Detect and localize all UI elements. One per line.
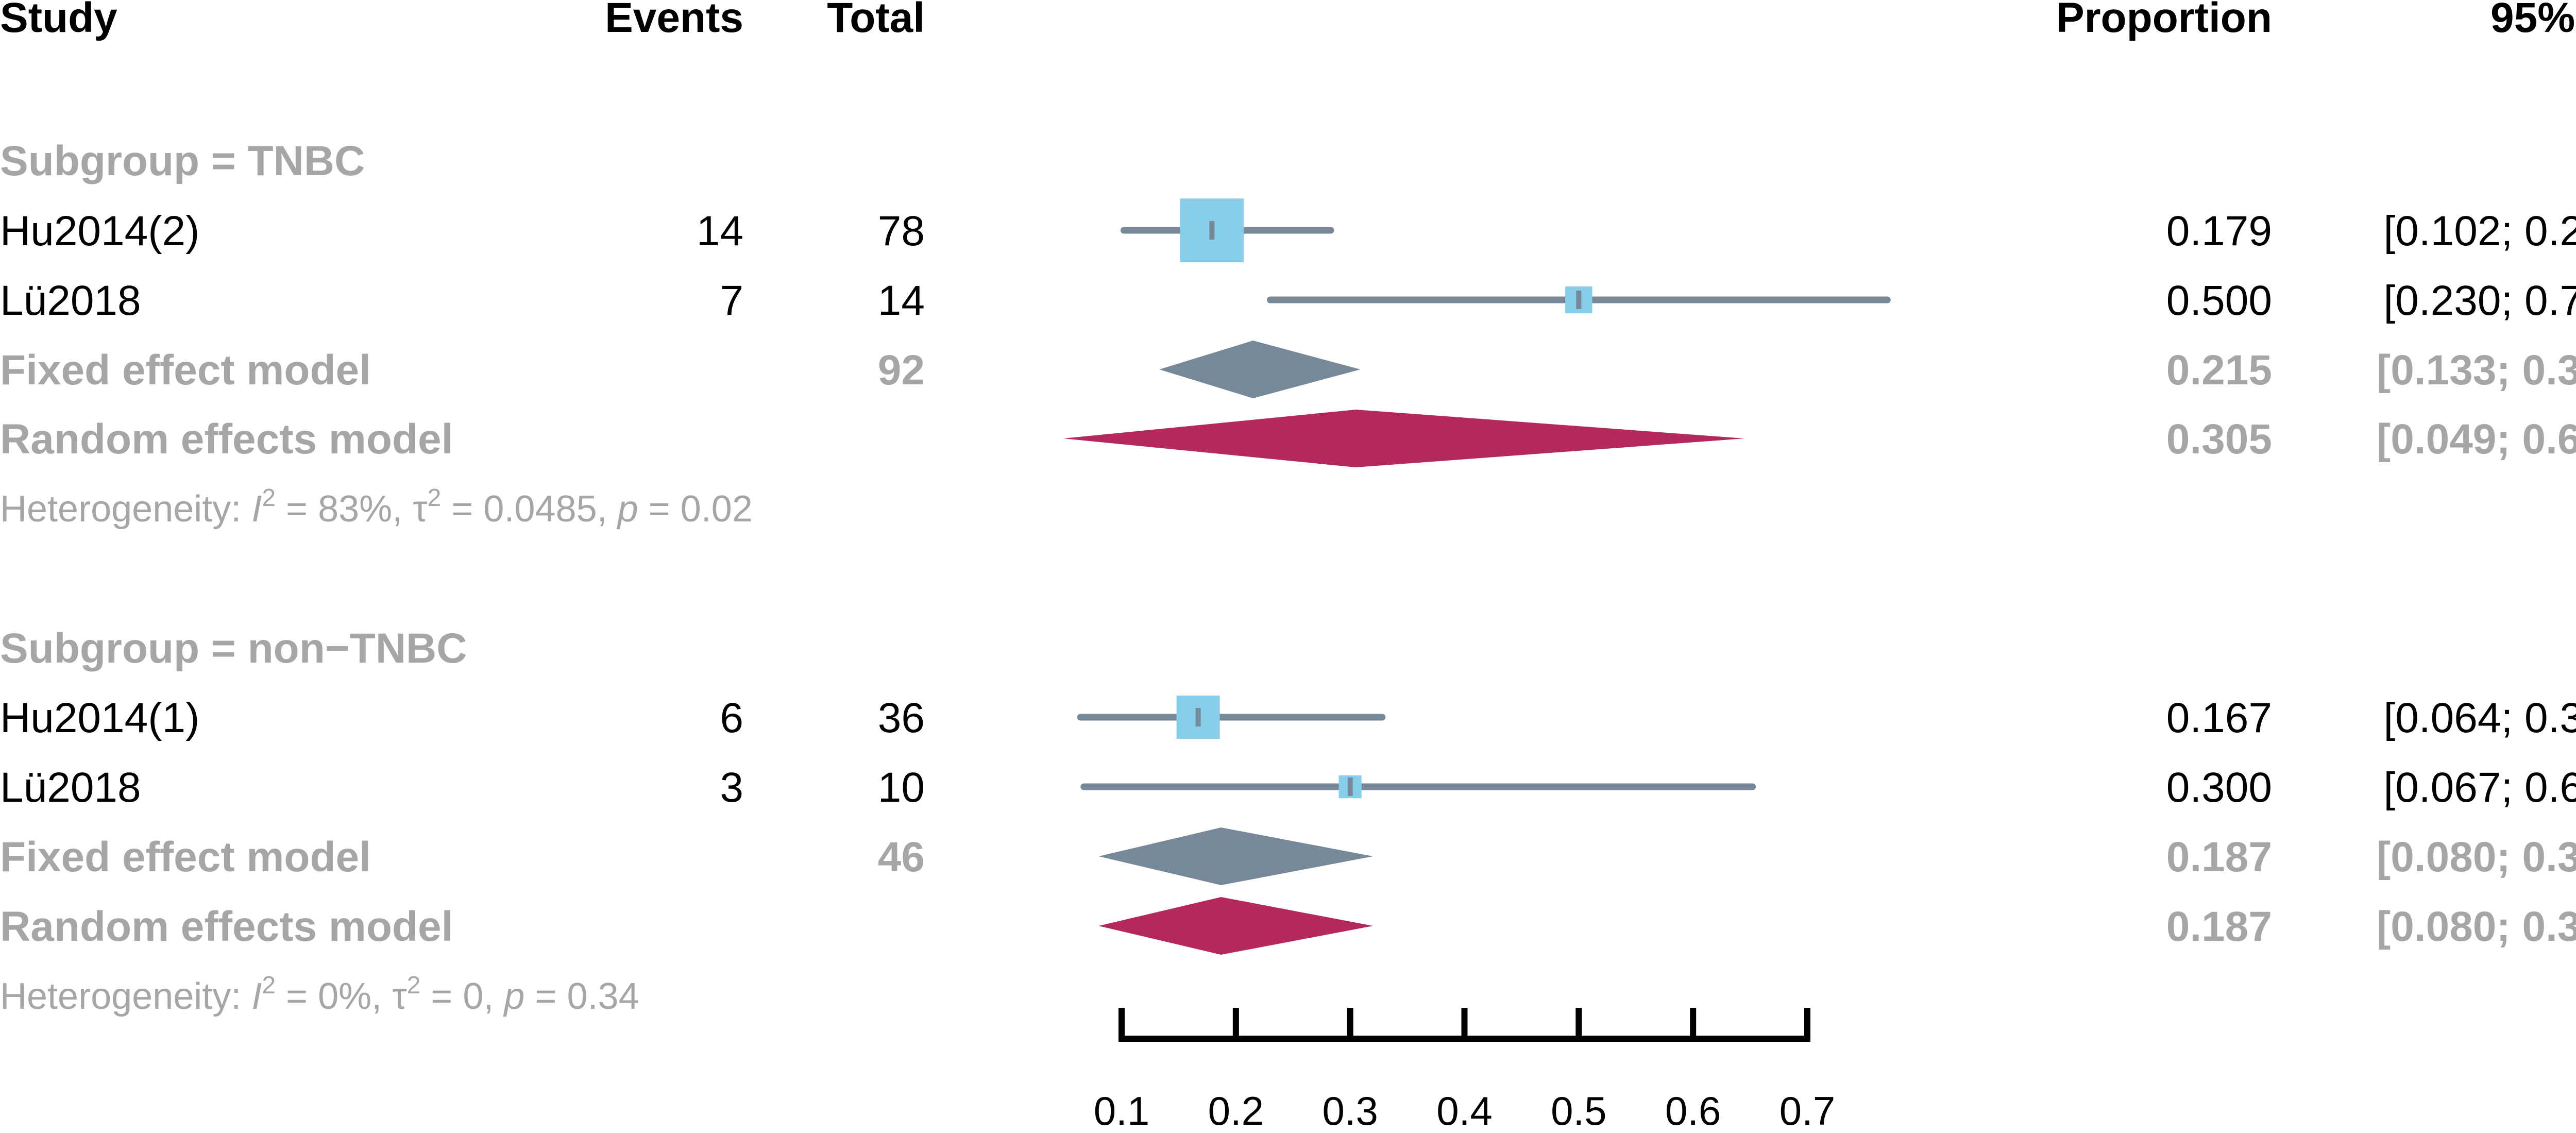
fixed-effect-label: Fixed effect model	[0, 834, 371, 881]
header-study: Study	[0, 0, 117, 41]
study-row: Lü2018 7 14 0.500 [0.230; 0.770]	[0, 277, 2576, 324]
fixed-effect-proportion: 0.187	[2166, 834, 2272, 881]
fixed-effect-row: Fixed effect model 92 0.215 [0.133; 0.30…	[0, 347, 2576, 394]
fixed-effect-total: 46	[878, 834, 925, 881]
fixed-effect-proportion: 0.215	[2166, 347, 2272, 394]
random-effects-ci: [0.049; 0.645]	[2377, 416, 2576, 463]
x-tick-label: 0.6	[1665, 1088, 1721, 1133]
header-total: Total	[827, 0, 925, 41]
study-ci: [0.102; 0.283]	[2383, 208, 2576, 255]
x-tick-label: 0.3	[1322, 1088, 1378, 1133]
x-tick-label: 0.1	[1094, 1088, 1149, 1133]
header-proportion: Proportion	[2056, 0, 2272, 41]
fixed-effect-ci: [0.133; 0.309]	[2377, 347, 2576, 394]
fixed-effect-diamond	[1159, 341, 1361, 398]
fixed-effect-ci: [0.080; 0.320]	[2377, 834, 2576, 881]
heterogeneity-stats: Heterogeneity: I2 = 83%, τ2 = 0.0485, p …	[0, 484, 753, 530]
x-axis: 0.1 0.2 0.3 0.4 0.5 0.6 0.7	[1094, 1008, 1835, 1133]
header-ci: 95%−CI	[2490, 0, 2576, 41]
random-effects-diamond	[1098, 897, 1374, 955]
study-total: 10	[878, 764, 925, 811]
random-effects-row: Random effects model 0.305 [0.049; 0.645…	[0, 416, 2576, 463]
fixed-effect-label: Fixed effect model	[0, 347, 371, 394]
study-name: Hu2014(1)	[0, 695, 199, 741]
subgroup-label: Subgroup = TNBC	[0, 138, 365, 184]
random-effects-proportion: 0.305	[2166, 416, 2272, 463]
fixed-effect-diamond	[1098, 827, 1374, 885]
subgroup-non-tnbc: Subgroup = non−TNBC Hu2014(1) 6 36 0.167…	[0, 625, 2576, 1017]
study-total: 14	[878, 277, 925, 324]
random-effects-label: Random effects model	[0, 903, 453, 950]
study-proportion: 0.300	[2166, 764, 2272, 811]
subgroup-tnbc: Subgroup = TNBC Hu2014(2) 14 78 0.179 [0…	[0, 138, 2576, 530]
study-events: 7	[720, 277, 743, 324]
study-name: Lü2018	[0, 764, 141, 811]
random-effects-row: Random effects model 0.187 [0.080; 0.320…	[0, 903, 2576, 950]
study-proportion: 0.179	[2166, 208, 2272, 255]
random-effects-proportion: 0.187	[2166, 903, 2272, 950]
x-tick-label: 0.7	[1780, 1088, 1835, 1133]
forest-marks	[1063, 198, 1891, 955]
study-row: Hu2014(1) 6 36 0.167 [0.064; 0.328]	[0, 695, 2576, 741]
study-row: Hu2014(2) 14 78 0.179 [0.102; 0.283]	[0, 208, 2576, 255]
study-events: 14	[697, 208, 743, 255]
fixed-effect-total: 92	[878, 347, 925, 394]
x-tick-label: 0.2	[1208, 1088, 1264, 1133]
study-events: 3	[720, 764, 743, 811]
random-effects-label: Random effects model	[0, 416, 453, 463]
random-effects-ci: [0.080; 0.320]	[2377, 903, 2576, 950]
study-ci: [0.064; 0.328]	[2383, 695, 2576, 741]
random-effects-diamond	[1063, 410, 1744, 467]
study-total: 78	[878, 208, 925, 255]
study-name: Hu2014(2)	[0, 208, 199, 255]
header-row: Study Events Total Proportion 95%−CI	[0, 0, 2576, 41]
study-row: Lü2018 3 10 0.300 [0.067; 0.652]	[0, 764, 2576, 811]
x-tick-label: 0.4	[1436, 1088, 1492, 1133]
study-ci: [0.230; 0.770]	[2383, 277, 2576, 324]
heterogeneity-stats: Heterogeneity: I2 = 0%, τ2 = 0, p = 0.34	[0, 972, 639, 1017]
study-proportion: 0.500	[2166, 277, 2272, 324]
study-events: 6	[720, 695, 743, 741]
study-proportion: 0.167	[2166, 695, 2272, 741]
fixed-effect-row: Fixed effect model 46 0.187 [0.080; 0.32…	[0, 834, 2576, 881]
subgroup-label: Subgroup = non−TNBC	[0, 625, 467, 672]
x-tick-label: 0.5	[1551, 1088, 1606, 1133]
study-ci: [0.067; 0.652]	[2383, 764, 2576, 811]
study-total: 36	[878, 695, 925, 741]
study-name: Lü2018	[0, 277, 141, 324]
header-events: Events	[605, 0, 743, 41]
